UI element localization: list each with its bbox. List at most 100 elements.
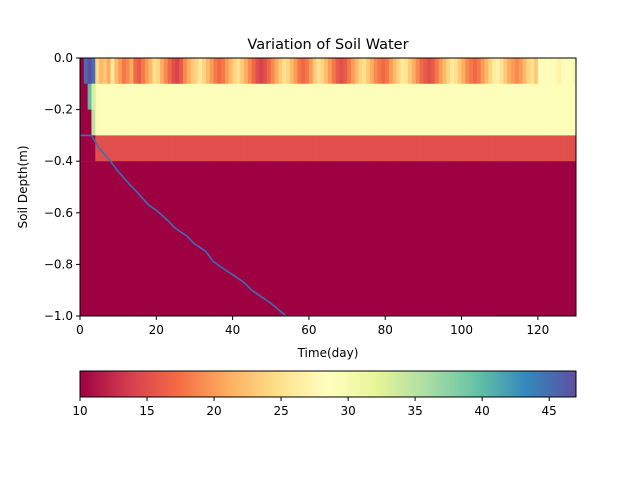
heatmap-cell bbox=[194, 161, 199, 316]
heatmap-cell bbox=[209, 135, 214, 162]
heatmap-cell bbox=[453, 83, 459, 136]
heatmap-cell bbox=[270, 161, 275, 316]
heatmap-cell bbox=[560, 58, 565, 84]
heatmap-cell bbox=[442, 161, 447, 316]
heatmap-cell bbox=[572, 161, 576, 316]
heatmap-cell bbox=[381, 83, 386, 136]
heatmap-cell bbox=[171, 161, 176, 316]
heatmap-cell bbox=[217, 161, 222, 316]
heatmap-cell bbox=[141, 58, 146, 84]
heatmap-cell bbox=[320, 161, 325, 316]
heatmap-cell bbox=[205, 58, 211, 84]
colorbar-tick-label: 30 bbox=[340, 404, 355, 418]
heatmap-cell bbox=[522, 135, 527, 162]
heatmap-cell bbox=[91, 161, 96, 316]
heatmap-cell bbox=[431, 58, 436, 84]
heatmap-cell bbox=[228, 161, 234, 316]
heatmap-cell bbox=[202, 135, 207, 162]
heatmap-cell bbox=[499, 135, 504, 162]
heatmap-cell bbox=[183, 161, 188, 316]
heatmap-cell bbox=[163, 161, 169, 316]
heatmap-cell bbox=[549, 83, 554, 136]
heatmap-cell bbox=[110, 135, 115, 162]
heatmap-cell bbox=[427, 135, 432, 162]
heatmap-cell bbox=[286, 135, 291, 162]
heatmap-cell bbox=[438, 161, 443, 316]
heatmap-cell bbox=[99, 161, 104, 316]
heatmap-cell bbox=[392, 135, 398, 162]
heatmap-cell bbox=[377, 135, 382, 162]
heatmap-cell bbox=[526, 83, 531, 136]
heatmap-cell bbox=[255, 58, 260, 84]
heatmap-cell bbox=[343, 83, 348, 136]
y-tick-label: −0.2 bbox=[44, 103, 73, 117]
heatmap-cell bbox=[160, 58, 165, 84]
heatmap-cell bbox=[263, 161, 268, 316]
heatmap-cell bbox=[266, 161, 272, 316]
heatmap-cell bbox=[423, 58, 428, 84]
heatmap-cell bbox=[522, 161, 527, 316]
heatmap-cell bbox=[408, 58, 413, 84]
colorbar-tick-label: 10 bbox=[72, 404, 87, 418]
heatmap-cell bbox=[415, 83, 420, 136]
heatmap-cell bbox=[293, 135, 298, 162]
x-axis-label: Time(day) bbox=[297, 346, 359, 360]
heatmap-cell bbox=[274, 161, 279, 316]
heatmap-cell bbox=[118, 58, 123, 84]
heatmap-cell bbox=[373, 83, 378, 136]
heatmap-cell bbox=[202, 83, 207, 136]
heatmap-cell bbox=[389, 161, 394, 316]
heatmap-cell bbox=[102, 58, 108, 84]
heatmap-cell bbox=[209, 161, 214, 316]
heatmap-cell bbox=[354, 135, 359, 162]
heatmap-cell bbox=[331, 83, 337, 136]
heatmap-cell bbox=[144, 161, 150, 316]
heatmap-cell bbox=[198, 83, 203, 136]
heatmap-cell bbox=[461, 83, 466, 136]
heatmap-cell bbox=[385, 135, 390, 162]
heatmap-cell bbox=[423, 135, 428, 162]
heatmap-cell bbox=[129, 135, 134, 162]
heatmap-cell bbox=[144, 135, 150, 162]
heatmap-cell bbox=[461, 58, 466, 84]
heatmap-cell bbox=[503, 58, 508, 84]
x-tick-label: 60 bbox=[301, 323, 316, 337]
heatmap-cell bbox=[545, 58, 550, 84]
heatmap-cell bbox=[274, 83, 279, 136]
heatmap-cell bbox=[141, 161, 146, 316]
heatmap-cell bbox=[465, 58, 470, 84]
heatmap-cell bbox=[560, 83, 565, 136]
heatmap-cell bbox=[160, 83, 165, 136]
heatmap-cell bbox=[213, 135, 218, 162]
heatmap-cell bbox=[434, 135, 440, 162]
heatmap-cell bbox=[324, 83, 329, 136]
heatmap-cell bbox=[324, 161, 329, 316]
heatmap-cell bbox=[118, 83, 123, 136]
heatmap-cell bbox=[137, 161, 142, 316]
heatmap-cell bbox=[95, 58, 100, 84]
heatmap-cell bbox=[537, 135, 543, 162]
heatmap-cell bbox=[186, 58, 192, 84]
heatmap-cell bbox=[495, 83, 501, 136]
heatmap-cell bbox=[549, 135, 554, 162]
x-tick-label: 0 bbox=[76, 323, 84, 337]
heatmap-cell bbox=[316, 161, 321, 316]
heatmap-cell bbox=[308, 161, 314, 316]
heatmap-cell bbox=[350, 161, 356, 316]
heatmap-cell bbox=[553, 58, 558, 84]
heatmap-cell bbox=[282, 58, 287, 84]
heatmap-cell bbox=[183, 58, 188, 84]
heatmap-cell bbox=[297, 135, 302, 162]
heatmap-cell bbox=[495, 161, 501, 316]
heatmap-cell bbox=[244, 135, 249, 162]
heatmap-cell bbox=[434, 58, 440, 84]
heatmap-cell bbox=[507, 83, 512, 136]
x-tick-label: 20 bbox=[149, 323, 164, 337]
heatmap-cell bbox=[137, 135, 142, 162]
heatmap-cell bbox=[118, 135, 123, 162]
heatmap-cell bbox=[205, 161, 211, 316]
heatmap-cell bbox=[350, 58, 356, 84]
heatmap-cell bbox=[80, 161, 85, 316]
heatmap-cell bbox=[518, 58, 523, 84]
heatmap-cell bbox=[389, 58, 394, 84]
